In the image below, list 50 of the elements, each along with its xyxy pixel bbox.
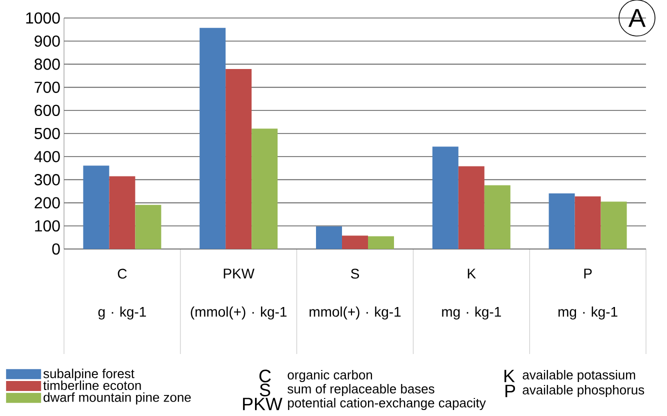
y-tick-label: 700 [34, 82, 60, 93]
text: mg · kg-1 [558, 306, 618, 320]
text: mg · kg-1 [442, 306, 501, 320]
bar [83, 166, 110, 249]
y-tick-label: 0 [52, 243, 60, 255]
text: available phosphorus [522, 384, 644, 398]
bar [316, 226, 342, 249]
text: C [259, 370, 271, 382]
bar [252, 128, 278, 249]
bar [109, 176, 136, 249]
bar [342, 236, 368, 249]
bar [458, 166, 484, 249]
bar [484, 185, 510, 249]
bar [135, 204, 162, 249]
text: PKW [243, 398, 282, 410]
x-tick-label: K [468, 268, 476, 278]
y-tick-label: 300 [34, 174, 60, 186]
text: (mmol(+) · kg-1 [190, 306, 287, 320]
bar [600, 202, 627, 249]
y-tick-label: 500 [34, 128, 60, 140]
legend-label: subalpine forest [43, 368, 134, 381]
y-tick-label: 400 [34, 150, 60, 162]
text: K [504, 370, 515, 382]
text: S [260, 384, 270, 396]
y-tick-label: 200 [34, 197, 60, 208]
text: available potassium [522, 370, 636, 382]
bar [368, 236, 394, 249]
legend-label: dwarf mountain pine zone [44, 392, 191, 404]
text: P [505, 384, 516, 398]
x-tick-label: PKW [224, 268, 254, 278]
bar [432, 146, 458, 249]
text: organic carbon [288, 370, 372, 382]
y-tick-label: 1000 [26, 12, 60, 24]
y-tick-label: 900 [34, 35, 60, 47]
y-tick-label: 800 [34, 58, 60, 70]
y-tick-label: 600 [34, 104, 60, 116]
x-tick-label: S [350, 268, 360, 279]
text: mmol(+) · kg-1 [310, 306, 401, 320]
text: g · kg-1 [98, 306, 146, 320]
text: potential cation-exchange capacity [288, 398, 486, 410]
bar [226, 69, 252, 249]
bar [200, 28, 226, 249]
y-tick-label: 100 [35, 220, 60, 232]
bar [548, 193, 575, 249]
legend-label: timberline ecoton [43, 380, 141, 390]
annotation: A [628, 9, 646, 27]
text: sum of replaceable bases [288, 384, 434, 396]
x-tick-label: C [118, 268, 127, 279]
x-tick-label: P [584, 268, 592, 278]
bar [574, 196, 601, 249]
